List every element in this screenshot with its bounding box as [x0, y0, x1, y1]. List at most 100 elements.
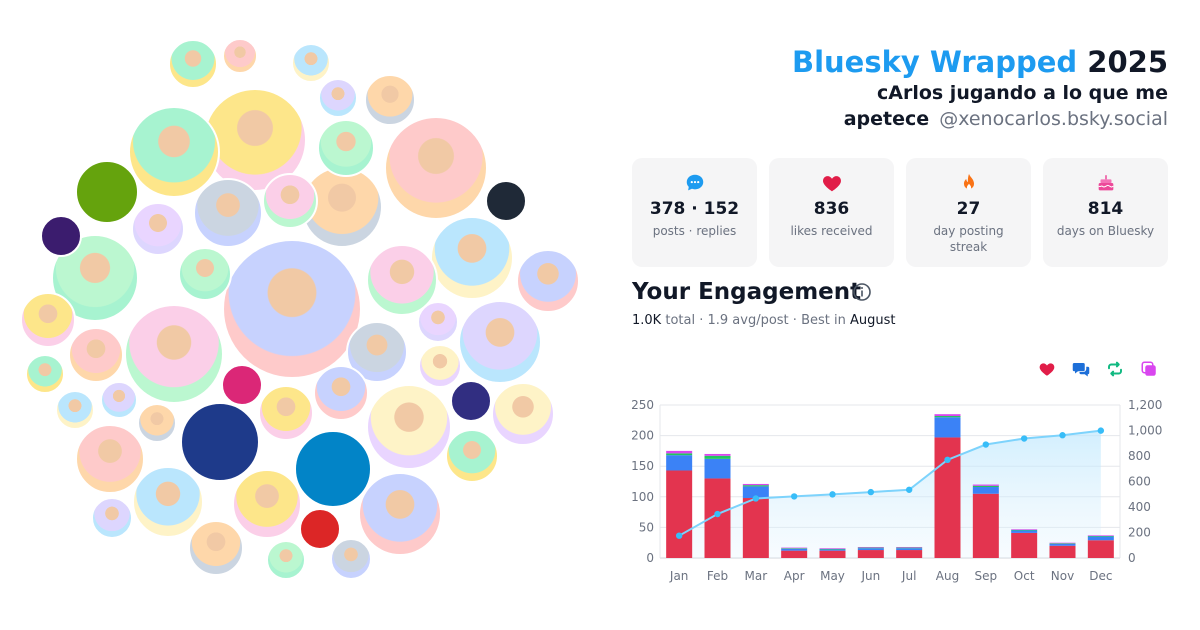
- y2-tick-label: 800: [1128, 449, 1151, 463]
- avatar[interactable]: [364, 74, 416, 126]
- bar-segment: [1049, 545, 1076, 558]
- avatar[interactable]: [418, 344, 462, 388]
- avatar[interactable]: [317, 119, 375, 177]
- avatar[interactable]: [330, 538, 372, 580]
- avatar[interactable]: [313, 365, 369, 421]
- avatar[interactable]: [168, 39, 218, 89]
- bar-segment: [1087, 535, 1114, 536]
- avatar[interactable]: [491, 382, 555, 446]
- cumulative-area: [679, 430, 1101, 558]
- avatar[interactable]: [40, 215, 82, 257]
- cumulative-point: [867, 488, 875, 496]
- bar-segment: [666, 455, 693, 471]
- avatar-cluster: [20, 38, 580, 580]
- replies-icon[interactable]: [1072, 360, 1090, 378]
- avatar[interactable]: [91, 497, 133, 539]
- avatar[interactable]: [188, 520, 244, 576]
- avatar[interactable]: [299, 508, 341, 550]
- avatar[interactable]: [366, 384, 452, 470]
- bar-segment: [819, 550, 846, 558]
- y-tick-label: 150: [631, 459, 654, 473]
- avatar[interactable]: [75, 424, 145, 494]
- stat-card-likes: 836 likes received: [769, 158, 894, 267]
- avatar[interactable]: [55, 390, 95, 430]
- avatar[interactable]: [100, 381, 138, 419]
- avatar[interactable]: [124, 304, 224, 404]
- avatar[interactable]: [318, 78, 358, 118]
- y-tick-label: 250: [631, 398, 654, 412]
- avatar[interactable]: [75, 160, 139, 224]
- avatar[interactable]: [68, 327, 124, 383]
- fire-icon: [963, 173, 974, 190]
- avatar[interactable]: [178, 247, 232, 301]
- avatar[interactable]: [485, 180, 527, 222]
- avatar[interactable]: [266, 540, 306, 580]
- cumulative-point: [944, 456, 951, 464]
- avatar[interactable]: [222, 38, 258, 74]
- stat-label: posts · replies: [652, 224, 737, 238]
- avatar[interactable]: [232, 469, 302, 539]
- avg-per-post: 1.9 avg/post: [707, 313, 789, 328]
- bar-segment: [896, 546, 923, 548]
- avatar[interactable]: [222, 239, 362, 379]
- avatar[interactable]: [131, 202, 185, 256]
- bar-segment: [1049, 542, 1076, 544]
- info-icon[interactable]: [852, 282, 872, 302]
- stat-value: 27: [956, 199, 981, 219]
- avatar[interactable]: [132, 466, 204, 538]
- bar-segment: [896, 548, 923, 551]
- avatar[interactable]: [25, 354, 65, 394]
- bar-segment: [972, 487, 999, 494]
- y2-tick-label: 0: [1128, 551, 1136, 565]
- avatar[interactable]: [262, 173, 318, 229]
- y-tick-label: 0: [646, 551, 654, 565]
- heart-icon: [822, 176, 841, 192]
- repost-icon[interactable]: [1106, 360, 1124, 378]
- bar-segment: [972, 484, 999, 486]
- bar-segment: [857, 547, 884, 549]
- avatar[interactable]: [384, 116, 488, 220]
- avatar[interactable]: [137, 403, 177, 443]
- avatar[interactable]: [417, 301, 459, 343]
- quote-icon[interactable]: [1140, 360, 1158, 378]
- avatar[interactable]: [221, 364, 263, 406]
- bar-segment: [781, 548, 808, 551]
- avatar[interactable]: [193, 178, 263, 248]
- avatar[interactable]: [445, 429, 499, 483]
- avatar[interactable]: [516, 249, 580, 313]
- cumulative-point: [1059, 432, 1066, 439]
- avatar[interactable]: [346, 321, 408, 383]
- cumulative-point: [714, 510, 721, 518]
- display-name: cArlos jugando a lo que me: [876, 82, 1168, 104]
- bar-segment: [781, 550, 808, 558]
- stat-card-posts: 378 · 152 posts · replies: [632, 158, 757, 267]
- avatar[interactable]: [458, 300, 542, 384]
- x-tick-label: Jan: [669, 569, 689, 583]
- avatar[interactable]: [258, 385, 314, 441]
- handle-row: apetece @xenocarlos.bsky.social: [792, 106, 1168, 132]
- avatar[interactable]: [450, 380, 492, 422]
- user-handle: @xenocarlos.bsky.social: [939, 108, 1168, 130]
- best-prefix: Best in: [801, 313, 846, 328]
- avatar[interactable]: [294, 430, 372, 508]
- stats-row: 378 · 152 posts · replies 836 likes rece…: [632, 158, 1168, 267]
- avatar[interactable]: [128, 106, 220, 198]
- avatar[interactable]: [20, 292, 76, 348]
- avatar[interactable]: [430, 216, 514, 300]
- bar-segment: [857, 546, 884, 548]
- avatar[interactable]: [203, 88, 307, 192]
- bar-segment: [819, 549, 846, 551]
- bar-segment: [1011, 530, 1038, 533]
- bar-segment: [666, 450, 693, 454]
- stat-value: 378 · 152: [649, 199, 740, 219]
- avatar[interactable]: [358, 472, 442, 556]
- avatar[interactable]: [291, 43, 331, 83]
- cake-icon: [1097, 175, 1114, 191]
- total-value: 1.0K: [632, 313, 662, 328]
- bar-segment: [934, 414, 961, 417]
- heart-icon[interactable]: [1038, 360, 1056, 378]
- avatar[interactable]: [180, 402, 260, 482]
- cumulative-point: [829, 491, 836, 498]
- bar-segment: [1087, 536, 1114, 541]
- bar-segment: [1049, 543, 1076, 544]
